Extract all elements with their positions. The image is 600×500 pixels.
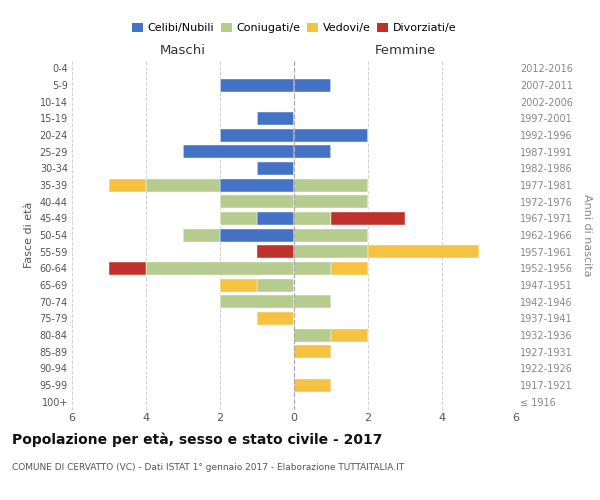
Bar xyxy=(146,262,294,275)
Bar xyxy=(294,378,331,392)
Y-axis label: Fasce di età: Fasce di età xyxy=(24,202,34,268)
Bar xyxy=(220,212,257,225)
Bar xyxy=(220,228,294,241)
Text: Popolazione per età, sesso e stato civile - 2017: Popolazione per età, sesso e stato civil… xyxy=(12,432,382,447)
Bar xyxy=(368,245,479,258)
Bar xyxy=(257,312,294,325)
Bar xyxy=(294,145,331,158)
Bar xyxy=(257,245,294,258)
Bar xyxy=(294,262,331,275)
Bar xyxy=(294,195,368,208)
Bar xyxy=(331,328,368,342)
Y-axis label: Anni di nascita: Anni di nascita xyxy=(583,194,592,276)
Bar xyxy=(294,295,331,308)
Bar xyxy=(257,212,294,225)
Bar xyxy=(183,145,294,158)
Bar xyxy=(146,178,220,192)
Text: COMUNE DI CERVATTO (VC) - Dati ISTAT 1° gennaio 2017 - Elaborazione TUTTAITALIA.: COMUNE DI CERVATTO (VC) - Dati ISTAT 1° … xyxy=(12,462,404,471)
Bar xyxy=(294,328,331,342)
Bar xyxy=(257,162,294,175)
Bar xyxy=(109,178,146,192)
Bar xyxy=(183,228,220,241)
Bar xyxy=(220,278,257,291)
Legend: Celibi/Nubili, Coniugati/e, Vedovi/e, Divorziati/e: Celibi/Nubili, Coniugati/e, Vedovi/e, Di… xyxy=(127,18,461,38)
Bar xyxy=(257,278,294,291)
Bar xyxy=(220,128,294,141)
Bar xyxy=(220,195,294,208)
Text: Maschi: Maschi xyxy=(160,44,206,57)
Bar xyxy=(294,245,368,258)
Bar xyxy=(331,262,368,275)
Bar xyxy=(294,345,331,358)
Bar xyxy=(294,212,331,225)
Bar xyxy=(294,178,368,192)
Bar xyxy=(109,262,146,275)
Bar xyxy=(294,128,368,141)
Bar xyxy=(331,212,405,225)
Bar xyxy=(220,78,294,92)
Bar xyxy=(294,78,331,92)
Bar xyxy=(220,295,294,308)
Bar xyxy=(220,178,294,192)
Text: Femmine: Femmine xyxy=(374,44,436,57)
Bar xyxy=(294,228,368,241)
Bar xyxy=(257,112,294,125)
